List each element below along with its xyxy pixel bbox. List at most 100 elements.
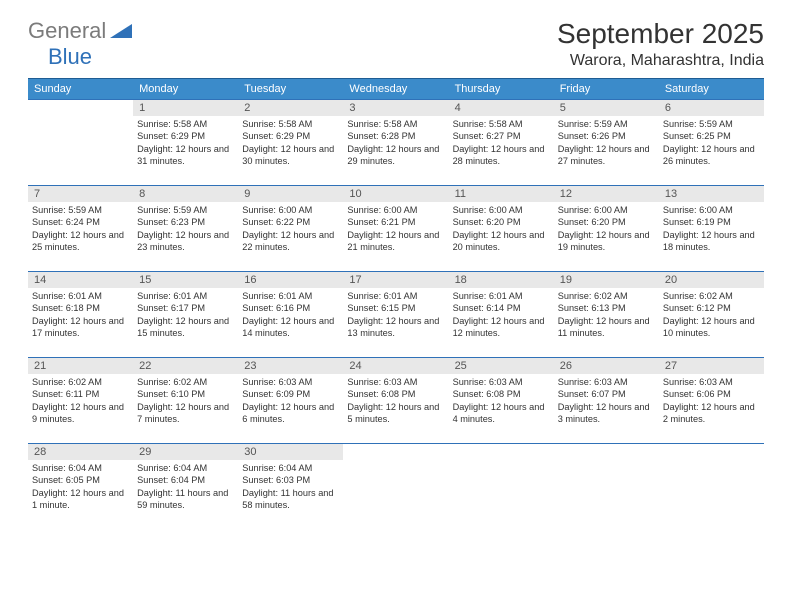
- day-body: Sunrise: 5:58 AMSunset: 6:27 PMDaylight:…: [449, 116, 554, 172]
- month-title: September 2025: [557, 18, 764, 50]
- calendar-cell: 2Sunrise: 5:58 AMSunset: 6:29 PMDaylight…: [238, 100, 343, 186]
- calendar-week-row: 28Sunrise: 6:04 AMSunset: 6:05 PMDayligh…: [28, 444, 764, 530]
- daylight-line: Daylight: 12 hours and 30 minutes.: [242, 143, 339, 168]
- sunrise-line: Sunrise: 6:01 AM: [242, 290, 339, 302]
- sunset-line: Sunset: 6:10 PM: [137, 388, 234, 400]
- sunset-line: Sunset: 6:28 PM: [347, 130, 444, 142]
- calendar-cell: 7Sunrise: 5:59 AMSunset: 6:24 PMDaylight…: [28, 186, 133, 272]
- sunrise-line: Sunrise: 6:04 AM: [137, 462, 234, 474]
- day-body: Sunrise: 6:04 AMSunset: 6:03 PMDaylight:…: [238, 460, 343, 516]
- weekday-header: Saturday: [659, 79, 764, 100]
- sunset-line: Sunset: 6:26 PM: [558, 130, 655, 142]
- sunrise-line: Sunrise: 6:02 AM: [137, 376, 234, 388]
- sunrise-line: Sunrise: 6:00 AM: [453, 204, 550, 216]
- day-number: 16: [238, 272, 343, 288]
- sunset-line: Sunset: 6:20 PM: [453, 216, 550, 228]
- calendar-week-row: 21Sunrise: 6:02 AMSunset: 6:11 PMDayligh…: [28, 358, 764, 444]
- daylight-line: Daylight: 12 hours and 21 minutes.: [347, 229, 444, 254]
- sunrise-line: Sunrise: 5:59 AM: [137, 204, 234, 216]
- calendar-cell: 12Sunrise: 6:00 AMSunset: 6:20 PMDayligh…: [554, 186, 659, 272]
- daylight-line: Daylight: 12 hours and 1 minute.: [32, 487, 129, 512]
- calendar-cell: [343, 444, 448, 530]
- sunrise-line: Sunrise: 6:02 AM: [32, 376, 129, 388]
- sunrise-line: Sunrise: 5:58 AM: [242, 118, 339, 130]
- sunrise-line: Sunrise: 6:00 AM: [663, 204, 760, 216]
- daylight-line: Daylight: 12 hours and 18 minutes.: [663, 229, 760, 254]
- day-number: 3: [343, 100, 448, 116]
- day-body: Sunrise: 5:59 AMSunset: 6:24 PMDaylight:…: [28, 202, 133, 258]
- daylight-line: Daylight: 12 hours and 2 minutes.: [663, 401, 760, 426]
- sunset-line: Sunset: 6:27 PM: [453, 130, 550, 142]
- weekday-header-row: Sunday Monday Tuesday Wednesday Thursday…: [28, 79, 764, 100]
- day-body: Sunrise: 5:58 AMSunset: 6:29 PMDaylight:…: [133, 116, 238, 172]
- daylight-line: Daylight: 12 hours and 7 minutes.: [137, 401, 234, 426]
- day-body: Sunrise: 6:03 AMSunset: 6:06 PMDaylight:…: [659, 374, 764, 430]
- calendar-cell: [28, 100, 133, 186]
- calendar-cell: 10Sunrise: 6:00 AMSunset: 6:21 PMDayligh…: [343, 186, 448, 272]
- sunrise-line: Sunrise: 5:58 AM: [453, 118, 550, 130]
- daylight-line: Daylight: 12 hours and 15 minutes.: [137, 315, 234, 340]
- daylight-line: Daylight: 12 hours and 3 minutes.: [558, 401, 655, 426]
- day-body: Sunrise: 6:02 AMSunset: 6:10 PMDaylight:…: [133, 374, 238, 430]
- calendar-cell: 24Sunrise: 6:03 AMSunset: 6:08 PMDayligh…: [343, 358, 448, 444]
- day-body: Sunrise: 6:01 AMSunset: 6:18 PMDaylight:…: [28, 288, 133, 344]
- daylight-line: Daylight: 12 hours and 22 minutes.: [242, 229, 339, 254]
- weekday-header: Tuesday: [238, 79, 343, 100]
- sunset-line: Sunset: 6:17 PM: [137, 302, 234, 314]
- title-block: September 2025 Warora, Maharashtra, Indi…: [557, 18, 764, 70]
- day-number: 18: [449, 272, 554, 288]
- sunset-line: Sunset: 6:04 PM: [137, 474, 234, 486]
- sunset-line: Sunset: 6:11 PM: [32, 388, 129, 400]
- sunset-line: Sunset: 6:29 PM: [137, 130, 234, 142]
- sunrise-line: Sunrise: 6:01 AM: [453, 290, 550, 302]
- calendar-cell: 16Sunrise: 6:01 AMSunset: 6:16 PMDayligh…: [238, 272, 343, 358]
- calendar-cell: 13Sunrise: 6:00 AMSunset: 6:19 PMDayligh…: [659, 186, 764, 272]
- weekday-header: Wednesday: [343, 79, 448, 100]
- day-number: 20: [659, 272, 764, 288]
- day-number: 30: [238, 444, 343, 460]
- daylight-line: Daylight: 12 hours and 27 minutes.: [558, 143, 655, 168]
- day-number: 9: [238, 186, 343, 202]
- day-number: 27: [659, 358, 764, 374]
- daylight-line: Daylight: 12 hours and 14 minutes.: [242, 315, 339, 340]
- daylight-line: Daylight: 11 hours and 59 minutes.: [137, 487, 234, 512]
- calendar-cell: 28Sunrise: 6:04 AMSunset: 6:05 PMDayligh…: [28, 444, 133, 530]
- day-number: 14: [28, 272, 133, 288]
- calendar-cell: 19Sunrise: 6:02 AMSunset: 6:13 PMDayligh…: [554, 272, 659, 358]
- day-body: Sunrise: 6:04 AMSunset: 6:04 PMDaylight:…: [133, 460, 238, 516]
- day-number: 22: [133, 358, 238, 374]
- day-body: Sunrise: 5:58 AMSunset: 6:29 PMDaylight:…: [238, 116, 343, 172]
- sunset-line: Sunset: 6:22 PM: [242, 216, 339, 228]
- sunset-line: Sunset: 6:29 PM: [242, 130, 339, 142]
- sunset-line: Sunset: 6:07 PM: [558, 388, 655, 400]
- day-number: 8: [133, 186, 238, 202]
- calendar-cell: 1Sunrise: 5:58 AMSunset: 6:29 PMDaylight…: [133, 100, 238, 186]
- day-number: 21: [28, 358, 133, 374]
- weekday-header: Thursday: [449, 79, 554, 100]
- sunset-line: Sunset: 6:24 PM: [32, 216, 129, 228]
- day-number: 29: [133, 444, 238, 460]
- day-number: 4: [449, 100, 554, 116]
- day-number: 28: [28, 444, 133, 460]
- sunset-line: Sunset: 6:03 PM: [242, 474, 339, 486]
- calendar-cell: 29Sunrise: 6:04 AMSunset: 6:04 PMDayligh…: [133, 444, 238, 530]
- sunset-line: Sunset: 6:18 PM: [32, 302, 129, 314]
- logo-text-gray: General: [28, 18, 106, 44]
- day-number: 25: [449, 358, 554, 374]
- day-number: 13: [659, 186, 764, 202]
- calendar-cell: 22Sunrise: 6:02 AMSunset: 6:10 PMDayligh…: [133, 358, 238, 444]
- daylight-line: Daylight: 12 hours and 31 minutes.: [137, 143, 234, 168]
- sunrise-line: Sunrise: 5:58 AM: [347, 118, 444, 130]
- calendar-table: Sunday Monday Tuesday Wednesday Thursday…: [28, 78, 764, 530]
- sunset-line: Sunset: 6:23 PM: [137, 216, 234, 228]
- sunrise-line: Sunrise: 5:58 AM: [137, 118, 234, 130]
- calendar-cell: 17Sunrise: 6:01 AMSunset: 6:15 PMDayligh…: [343, 272, 448, 358]
- calendar-cell: [554, 444, 659, 530]
- calendar-week-row: 1Sunrise: 5:58 AMSunset: 6:29 PMDaylight…: [28, 100, 764, 186]
- day-body: Sunrise: 5:59 AMSunset: 6:26 PMDaylight:…: [554, 116, 659, 172]
- sunrise-line: Sunrise: 6:03 AM: [242, 376, 339, 388]
- day-body: Sunrise: 6:00 AMSunset: 6:22 PMDaylight:…: [238, 202, 343, 258]
- sunrise-line: Sunrise: 6:00 AM: [558, 204, 655, 216]
- day-body: Sunrise: 5:59 AMSunset: 6:23 PMDaylight:…: [133, 202, 238, 258]
- logo-blue-word: Blue: [48, 44, 92, 70]
